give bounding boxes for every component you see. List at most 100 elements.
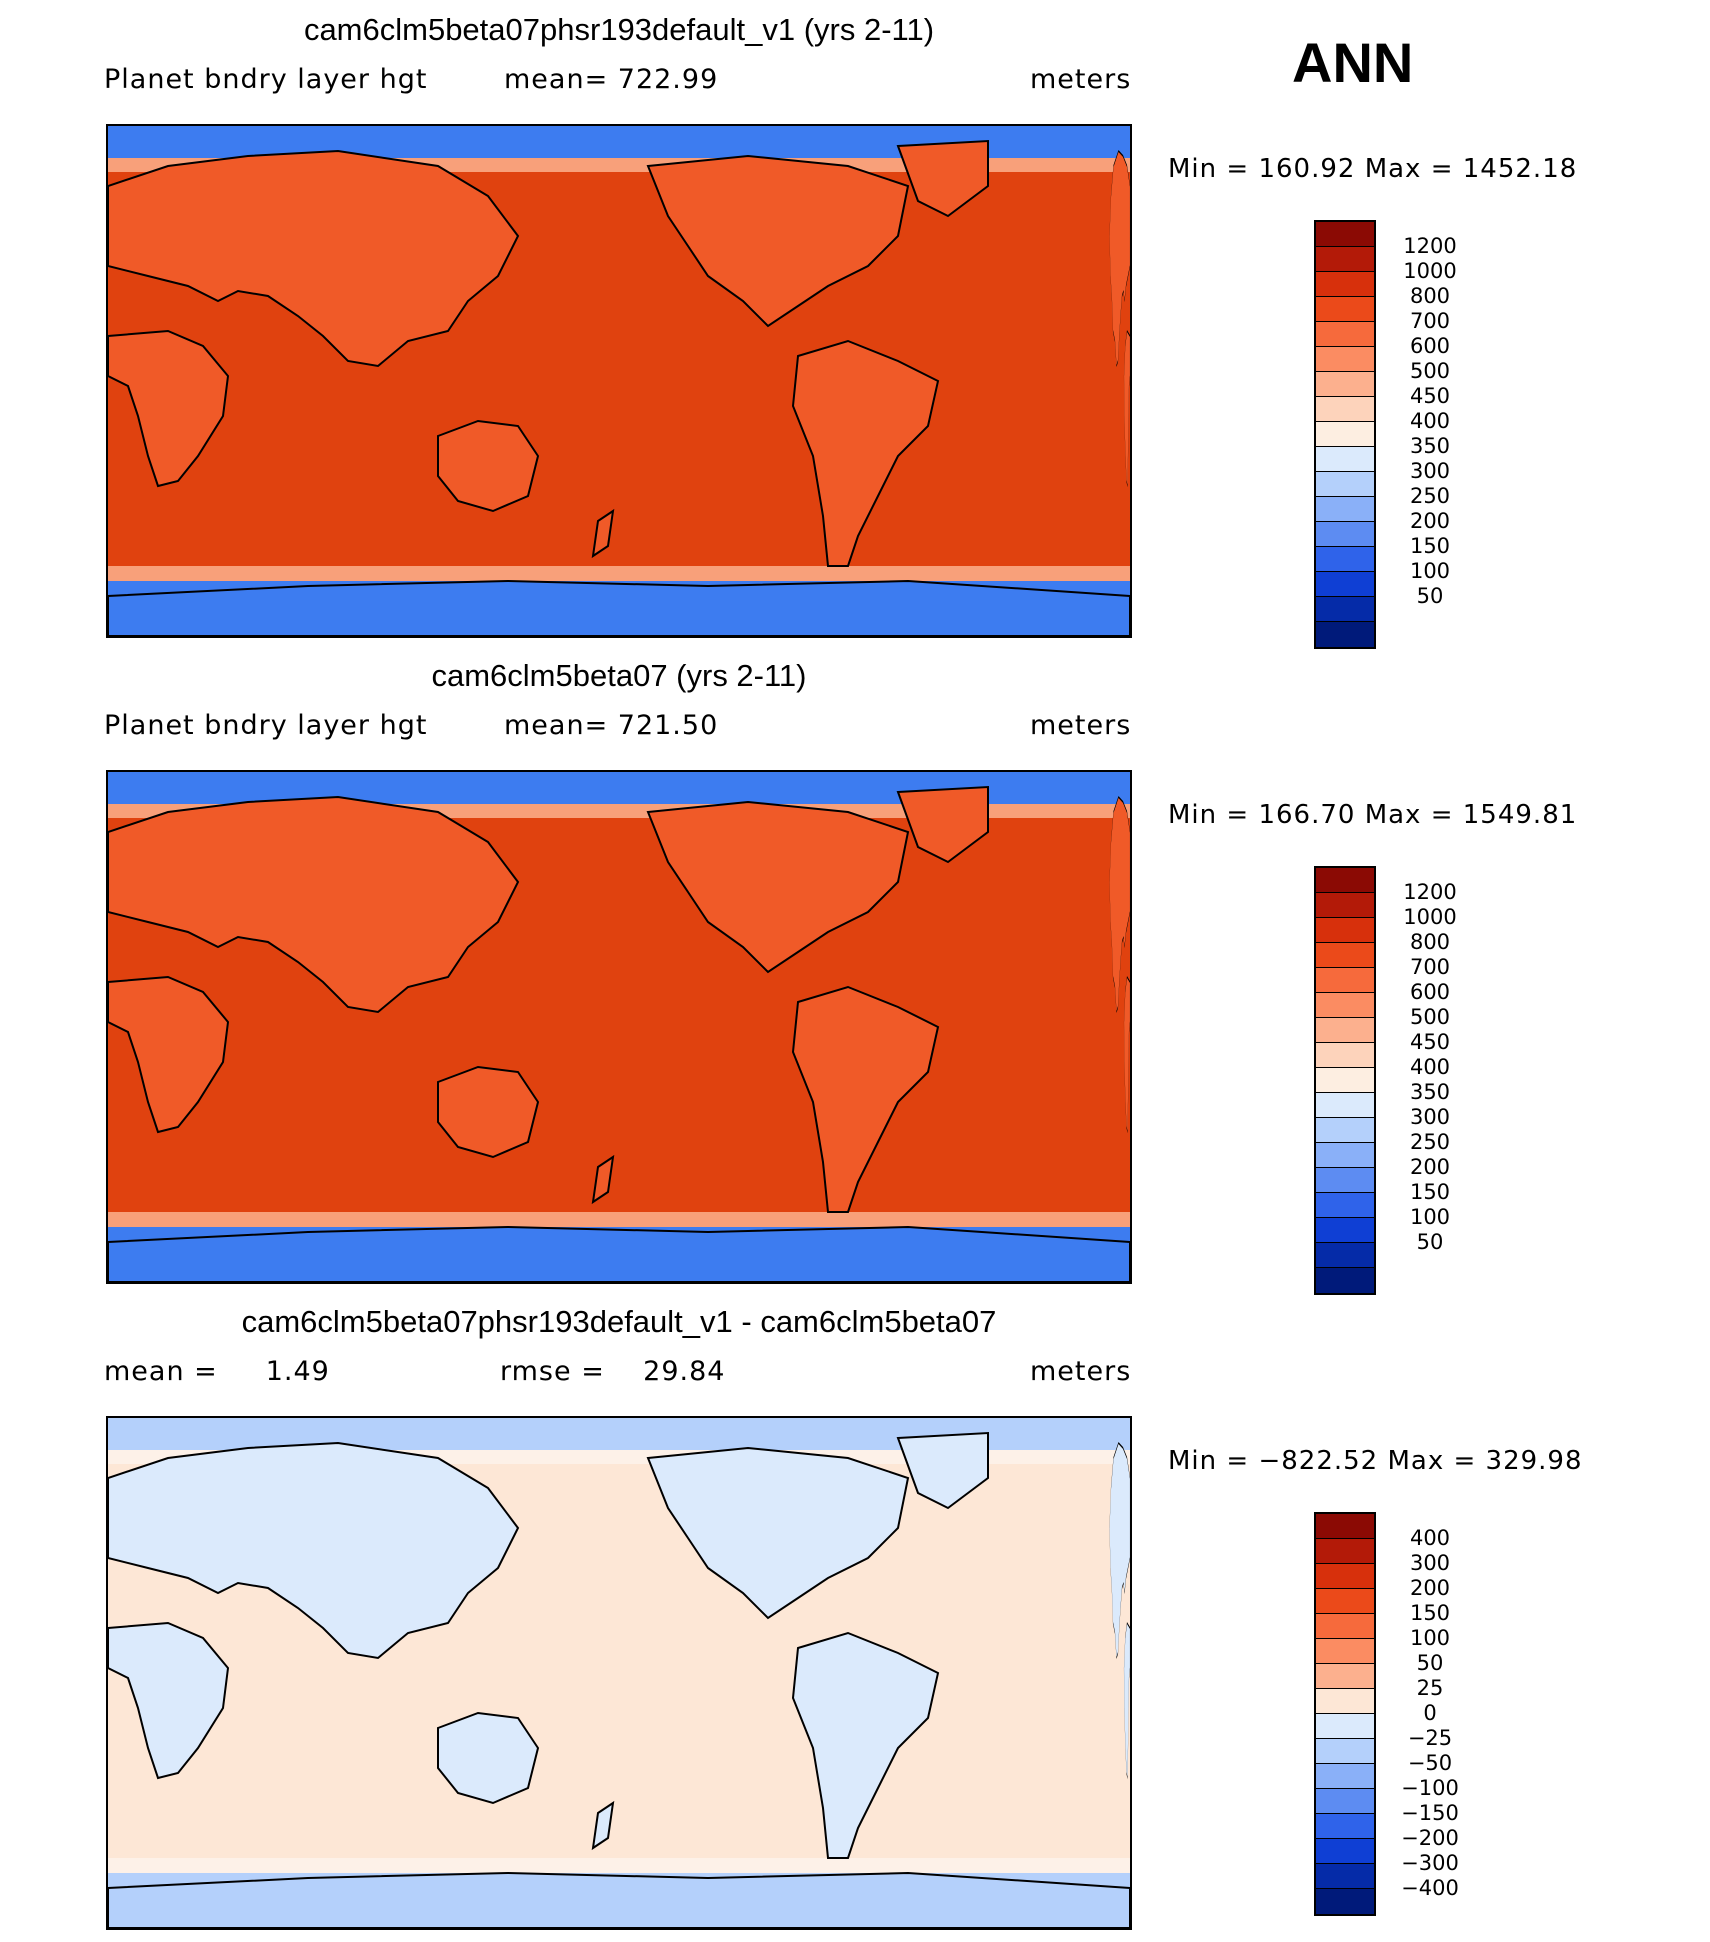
continent-africa — [108, 975, 230, 1134]
panel-title: cam6clm5beta07phsr193default_v1 (yrs 2-1… — [303, 12, 935, 47]
colorbar-swatch — [1316, 372, 1374, 397]
continent-greenland — [896, 1431, 989, 1510]
colorbar-swatch — [1316, 893, 1374, 918]
colorbar-tick-label: −150 — [1401, 1801, 1459, 1825]
continent-samerica — [791, 1631, 940, 1859]
colorbar-swatch — [1316, 1168, 1374, 1193]
colorbar-swatch — [1316, 347, 1374, 372]
rmse-label: rmse = 29.84 — [500, 1356, 726, 1387]
min-max-label: Min = −822.52 Max = 329.98 — [1168, 1446, 1583, 1476]
continent-australia — [437, 1711, 540, 1805]
continent-namerica — [646, 154, 910, 328]
continent-antarctica — [108, 1225, 1130, 1282]
continent-antarctica — [108, 579, 1130, 636]
colorbar-swatch — [1316, 1564, 1374, 1589]
colorbar-swatch — [1316, 1218, 1374, 1243]
panel-title: cam6clm5beta07 (yrs 2-11) — [431, 658, 807, 693]
continent-eurasia-wrap — [1109, 795, 1130, 1014]
continent-samerica — [791, 985, 940, 1213]
colorbar-tick-label: −25 — [1407, 1726, 1453, 1750]
colorbar-swatch — [1316, 1714, 1374, 1739]
map-svg — [108, 1418, 1130, 1928]
colorbar-swatch — [1316, 1514, 1374, 1539]
colorbar-swatch — [1316, 422, 1374, 447]
colorbar-swatch — [1316, 1193, 1374, 1218]
min-max-label: Min = 166.70 Max = 1549.81 — [1168, 800, 1578, 830]
colorbar-tick-label: 50 — [1416, 1230, 1444, 1254]
continent-namerica — [646, 800, 910, 974]
colorbar-swatch — [1316, 1093, 1374, 1118]
colorbar-tick-label: 600 — [1409, 980, 1451, 1004]
colorbar-tick-label: 50 — [1416, 584, 1444, 608]
colorbar-swatch — [1316, 918, 1374, 943]
colorbar-swatch — [1316, 868, 1374, 893]
colorbar-tick-label: 200 — [1409, 1155, 1451, 1179]
colorbar-swatch — [1316, 397, 1374, 422]
colorbar-swatch — [1316, 497, 1374, 522]
colorbar-swatch — [1316, 1664, 1374, 1689]
mean-label: mean = 1.49 — [104, 1356, 330, 1387]
continent-antarctica — [108, 1871, 1130, 1928]
continent-namerica — [646, 1446, 910, 1620]
colorbar-tick-label: 450 — [1409, 1030, 1451, 1054]
colorbar-swatch — [1316, 522, 1374, 547]
colorbar-swatch — [1316, 1539, 1374, 1564]
colorbar-swatch — [1316, 1043, 1374, 1068]
continent-africa — [108, 1621, 230, 1780]
colorbar-tick-label: 200 — [1409, 509, 1451, 533]
continent-australia — [437, 1065, 540, 1159]
map-panel-difference: cam6clm5beta07phsr193default_v1 - cam6cl… — [0, 1292, 1710, 1942]
colorbar-tick-label: 0 — [1423, 1701, 1437, 1725]
colorbar-swatch — [1316, 322, 1374, 347]
continent-africa-wrap — [1123, 1621, 1130, 1780]
colorbar-tick-label: 150 — [1409, 1601, 1451, 1625]
colorbar-swatch — [1316, 993, 1374, 1018]
map-svg — [108, 772, 1130, 1282]
variable-label: Planet bndry layer hgt — [104, 710, 428, 741]
colorbar — [1314, 866, 1376, 1295]
mean-label: mean= 722.99 — [504, 64, 719, 95]
colorbar-swatch — [1316, 1639, 1374, 1664]
units-label: meters — [1030, 710, 1132, 741]
colorbar-tick-label: 200 — [1409, 1576, 1451, 1600]
colorbar-tick-label: 300 — [1409, 1551, 1451, 1575]
colorbar-swatch — [1316, 1143, 1374, 1168]
colorbar-tick-label: 1000 — [1403, 905, 1457, 929]
colorbar-tick-label: 300 — [1409, 459, 1451, 483]
colorbar-swatch — [1316, 1068, 1374, 1093]
colorbar-tick-label: 350 — [1409, 1080, 1451, 1104]
colorbar-swatch — [1316, 597, 1374, 622]
variable-label: Planet bndry layer hgt — [104, 64, 428, 95]
map-panel-1: cam6clm5beta07phsr193default_v1 (yrs 2-1… — [0, 0, 1710, 650]
continent-samerica — [791, 339, 940, 567]
colorbar-swatch — [1316, 1739, 1374, 1764]
colorbar-tick-label: 300 — [1409, 1105, 1451, 1129]
colorbar-tick-label: 150 — [1409, 534, 1451, 558]
colorbar-swatch — [1316, 622, 1374, 647]
continent-africa-wrap — [1123, 329, 1130, 488]
continent-australia — [437, 419, 540, 513]
colorbar-tick-label: 250 — [1409, 1130, 1451, 1154]
map-panel-2: cam6clm5beta07 (yrs 2-11) Planet bndry l… — [0, 646, 1710, 1296]
colorbar-tick-label: 600 — [1409, 334, 1451, 358]
colorbar-tick-label: 100 — [1409, 1626, 1451, 1650]
map-svg — [108, 126, 1130, 636]
continent-africa-wrap — [1123, 975, 1130, 1134]
world-map — [106, 1416, 1132, 1930]
colorbar-swatch — [1316, 222, 1374, 247]
colorbar-tick-label: 250 — [1409, 484, 1451, 508]
colorbar-tick-label: −100 — [1401, 1776, 1459, 1800]
colorbar-swatch — [1316, 1243, 1374, 1268]
colorbar-swatch — [1316, 968, 1374, 993]
colorbar-tick-label: 500 — [1409, 1005, 1451, 1029]
colorbar-swatch — [1316, 1018, 1374, 1043]
continent-eurasia-wrap — [1109, 1441, 1130, 1660]
colorbar-tick-label: 1200 — [1403, 234, 1457, 258]
colorbar-tick-label: −400 — [1401, 1876, 1459, 1900]
continent-eurasia — [108, 795, 520, 1014]
colorbar-swatch — [1316, 272, 1374, 297]
transition-band — [108, 1858, 1130, 1873]
colorbar-tick-label: −300 — [1401, 1851, 1459, 1875]
colorbar-swatch — [1316, 1268, 1374, 1293]
colorbar-tick-label: 800 — [1409, 930, 1451, 954]
